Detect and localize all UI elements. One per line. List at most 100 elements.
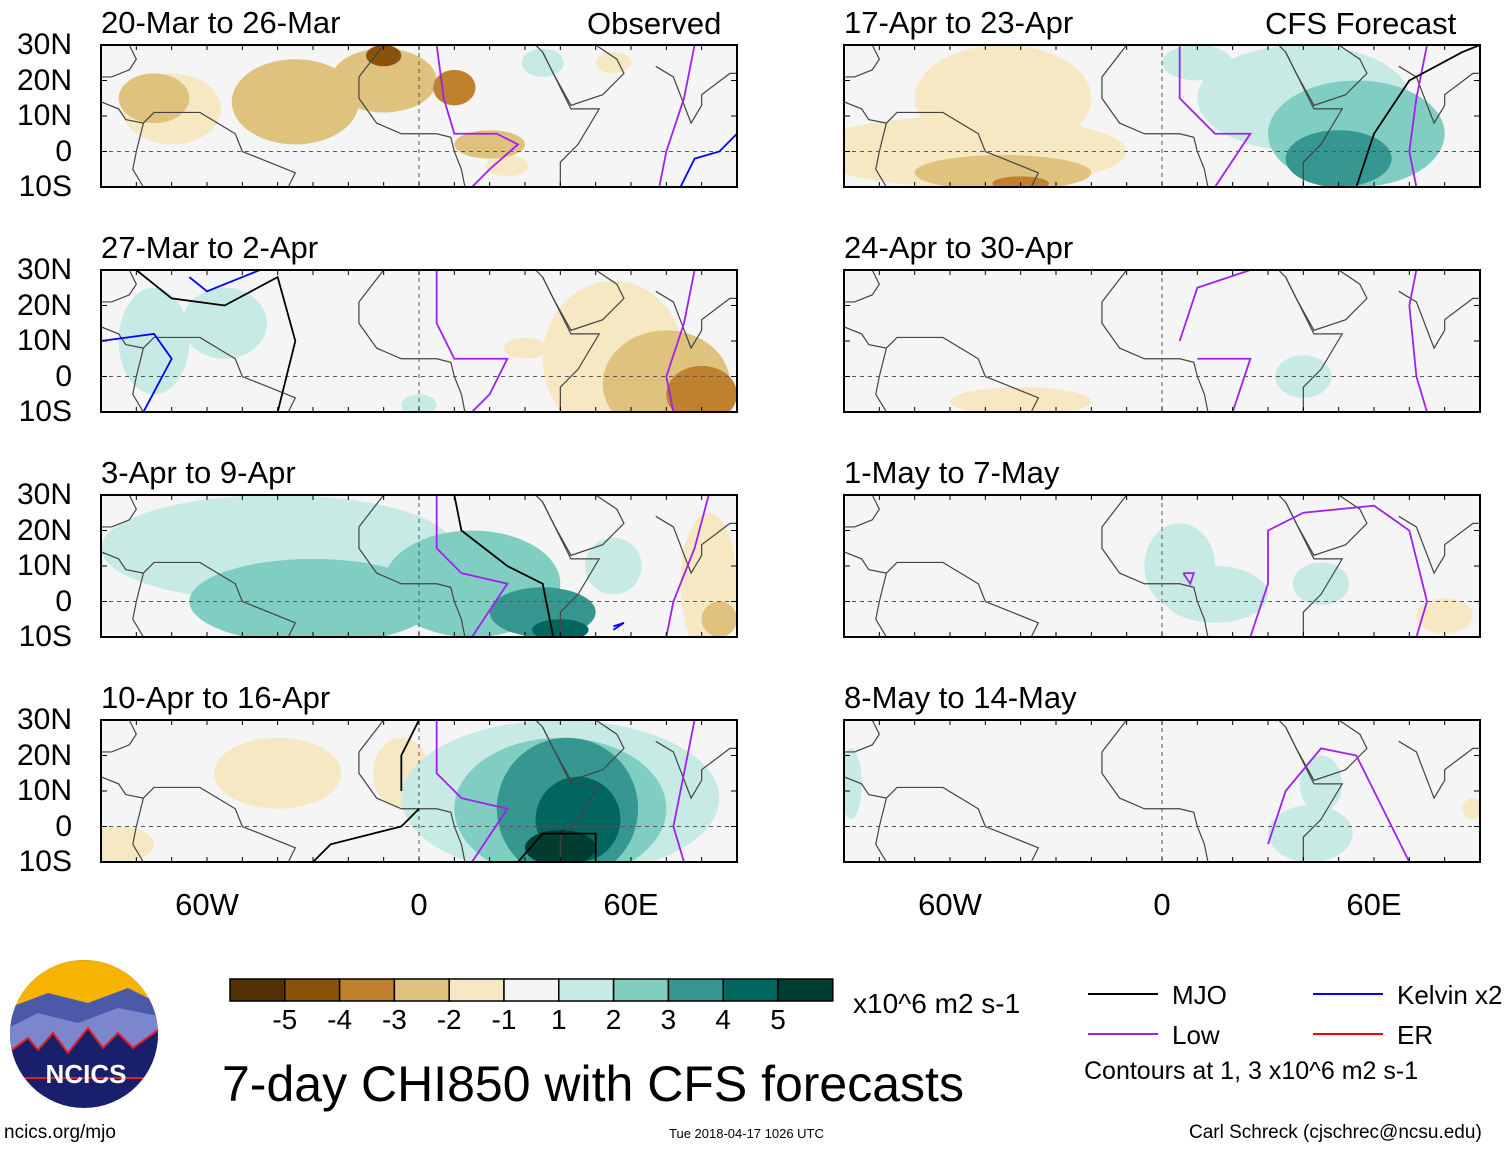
anomaly-region xyxy=(101,826,154,862)
mjo-contour xyxy=(1355,45,1480,187)
colorbar-tick: 4 xyxy=(715,1004,731,1035)
anomaly-region xyxy=(401,394,437,412)
anomaly-region xyxy=(666,365,737,412)
coastline xyxy=(542,720,625,782)
coastline xyxy=(1101,495,1344,637)
anomaly-shading xyxy=(101,495,737,637)
coastline xyxy=(101,101,144,124)
coastline xyxy=(885,336,1040,412)
coastline xyxy=(142,561,297,637)
colorbar-tick: 1 xyxy=(551,1004,567,1035)
coastline xyxy=(101,776,144,799)
coastline xyxy=(101,551,144,574)
coastline xyxy=(1398,515,1480,575)
coastline xyxy=(1285,45,1368,107)
low-contour xyxy=(1178,270,1251,342)
panel-title: 17-Apr to 23-Apr xyxy=(844,5,1074,40)
low-contour xyxy=(1182,572,1196,586)
low-contour xyxy=(435,495,509,637)
coastline xyxy=(101,270,138,303)
anomaly-region xyxy=(844,748,862,820)
coastline xyxy=(875,797,887,862)
coastline xyxy=(358,45,601,187)
lon-label: 60E xyxy=(1346,887,1402,922)
coastline xyxy=(885,561,1040,637)
map-panel xyxy=(100,44,738,188)
lat-label: 30N xyxy=(16,703,72,736)
anomaly-region xyxy=(521,48,564,77)
anomaly-region xyxy=(118,287,190,395)
colorbar-swatch xyxy=(448,978,505,1002)
lat-label: 10N xyxy=(16,99,72,132)
colorbar-swatch xyxy=(284,978,341,1002)
colorbar-swatch xyxy=(338,978,396,1002)
coastline xyxy=(101,326,144,349)
coastline xyxy=(1101,526,1209,637)
coastline xyxy=(1101,76,1209,187)
lon-label: 60W xyxy=(175,887,239,922)
coastline xyxy=(358,720,601,862)
footer-url[interactable]: ncics.org/mjo xyxy=(4,1122,116,1143)
legend-line-er xyxy=(1313,1033,1383,1035)
lat-label: 10S xyxy=(18,845,72,878)
anomaly-region xyxy=(214,737,342,809)
coastlines xyxy=(101,720,737,862)
coastline xyxy=(101,45,138,78)
footer-timestamp: Tue 2018-04-17 1026 UTC xyxy=(669,1126,824,1141)
coastline xyxy=(844,45,881,78)
anomaly-region xyxy=(366,45,402,67)
coastline xyxy=(875,347,887,412)
coastline xyxy=(875,122,887,187)
lat-label: 0 xyxy=(55,584,72,618)
lat-label: 0 xyxy=(55,809,72,843)
coastline xyxy=(844,776,887,799)
panel-title: 1-May to 7-May xyxy=(844,455,1060,490)
colorbar-tick: 2 xyxy=(605,1004,622,1035)
coastline xyxy=(542,45,625,107)
kelvin-contour xyxy=(612,621,625,631)
low-contour xyxy=(665,495,710,637)
coastline xyxy=(844,270,881,303)
coastline xyxy=(844,326,887,349)
coastline xyxy=(885,111,1040,187)
low-contour xyxy=(665,270,696,412)
panel-title: 27-Mar to 2-Apr xyxy=(101,230,319,265)
forecast-label: CFS Forecast xyxy=(1265,6,1457,41)
coastline xyxy=(358,270,601,412)
colorbar-tick: -5 xyxy=(272,1004,298,1035)
colorbar-swatch xyxy=(503,978,560,1002)
anomaly-region xyxy=(595,52,631,74)
legend-note: Contours at 1, 3 x10^6 m2 s-1 xyxy=(1084,1057,1419,1085)
coastlines xyxy=(101,495,737,637)
lat-label: 10S xyxy=(18,395,72,428)
coastline xyxy=(1398,740,1480,800)
low-contour xyxy=(672,720,696,862)
panel-title: 10-Apr to 16-Apr xyxy=(101,680,331,715)
coastline xyxy=(358,526,466,637)
coastline xyxy=(1285,495,1368,557)
coastline xyxy=(101,720,138,753)
map-panel xyxy=(843,44,1481,188)
coastline xyxy=(655,290,737,350)
anomaly-region xyxy=(1292,562,1350,606)
legend-label: ER xyxy=(1397,1020,1434,1050)
lon-label: 0 xyxy=(1153,887,1171,922)
lat-label: 30N xyxy=(16,478,72,511)
mjo-contour xyxy=(312,808,420,862)
lat-label: 0 xyxy=(55,134,72,168)
anomaly-region xyxy=(231,59,359,145)
coastline xyxy=(132,572,144,637)
colorbar-swatch xyxy=(612,978,670,1002)
coastlines xyxy=(101,270,737,412)
coastline xyxy=(655,740,737,800)
colorbar-swatch xyxy=(229,978,286,1002)
colorbar-tick: -2 xyxy=(436,1004,462,1035)
coastline xyxy=(1101,301,1209,412)
coastlines xyxy=(101,45,737,187)
legend-label: Kelvin x2 xyxy=(1397,980,1503,1010)
low-contour xyxy=(1408,45,1428,187)
panel-title: 24-Apr to 30-Apr xyxy=(844,230,1074,265)
panel-title: 3-Apr to 9-Apr xyxy=(101,455,296,490)
coastline xyxy=(1285,270,1368,332)
coastline xyxy=(542,495,625,557)
